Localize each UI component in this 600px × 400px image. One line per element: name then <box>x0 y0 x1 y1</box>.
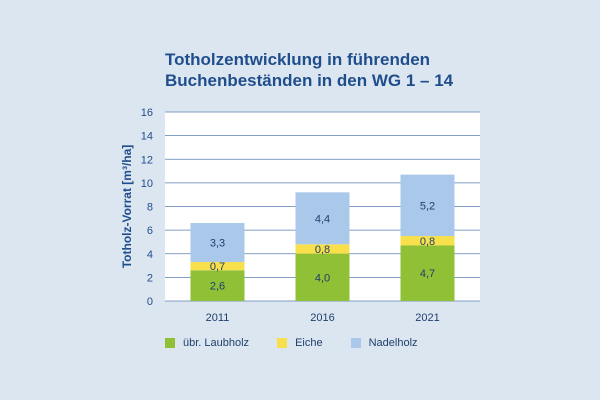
y-tick-label: 4 <box>147 249 153 261</box>
legend-label: übr. Laubholz <box>183 337 250 349</box>
legend-item: Eiche <box>277 337 323 349</box>
bar-value-label: 0,7 <box>210 261 225 273</box>
x-tick-label: 2016 <box>310 312 334 324</box>
bar-value-label: 0,8 <box>420 236 435 248</box>
bar-value-label: 5,2 <box>420 200 435 212</box>
legend-label: Nadelholz <box>368 337 418 349</box>
y-tick-label: 16 <box>141 107 153 119</box>
chart-legend: übr. Laubholz Eiche Nadelholz <box>165 337 446 349</box>
bar-2011-0 <box>190 270 245 301</box>
y-tick-label: 6 <box>147 225 153 237</box>
bar-2016-0 <box>295 253 350 301</box>
bar-value-label: 2,6 <box>210 281 225 293</box>
bar-2021-2 <box>400 174 455 237</box>
y-tick-label: 12 <box>141 154 153 166</box>
legend-swatch <box>165 338 175 348</box>
bar-value-label: 3,3 <box>210 238 225 250</box>
y-tick-label: 8 <box>147 202 153 214</box>
legend-swatch <box>277 338 288 348</box>
bar-2021-1 <box>400 236 455 246</box>
legend-swatch <box>350 338 361 348</box>
bar-2011-1 <box>190 262 245 271</box>
bar-value-label: 0,8 <box>315 244 330 256</box>
chart-title-line2: Buchenbeständen in den WG 1 – 14 <box>165 71 454 90</box>
chart-title-line1: Totholzentwicklung in führenden <box>165 50 431 69</box>
y-axis-label: Totholz-Vorrat [m³/ha] <box>120 145 134 269</box>
legend-label: Eiche <box>295 337 323 349</box>
y-tick-label: 2 <box>147 272 153 284</box>
bar-value-label: 4,0 <box>315 272 330 284</box>
y-tick-label: 14 <box>141 131 153 143</box>
bar-value-label: 4,4 <box>315 213 330 225</box>
bar-2016-2 <box>295 192 350 245</box>
bar-value-label: 4,7 <box>420 268 435 280</box>
legend-item: übr. Laubholz <box>165 337 249 349</box>
y-tick-label: 10 <box>141 178 153 190</box>
bar-2021-0 <box>400 245 455 301</box>
x-tick-label: 2021 <box>415 312 439 324</box>
y-tick-label: 0 <box>147 296 153 308</box>
bar-2011-2 <box>190 223 245 263</box>
bar-2016-1 <box>295 244 350 254</box>
legend-item: Nadelholz <box>350 337 418 349</box>
chart-title: Totholzentwicklung in führenden Buchenbe… <box>165 49 453 91</box>
x-tick-label: 2011 <box>206 312 230 324</box>
